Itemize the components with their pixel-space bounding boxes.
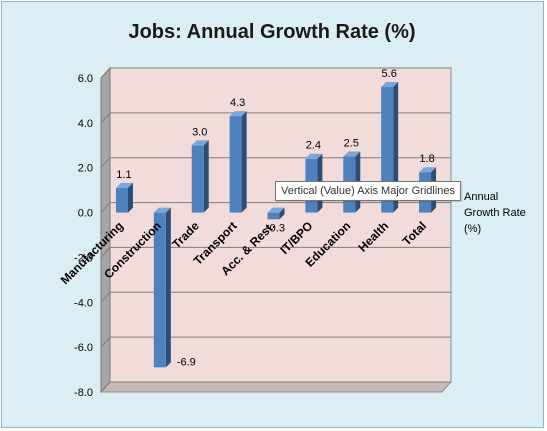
y-tick-label: -2.0 [74, 252, 93, 264]
gridline[interactable] [100, 67, 111, 79]
bar-top [343, 151, 361, 157]
data-label: 2.5 [344, 138, 359, 150]
gridline[interactable] [100, 157, 111, 169]
data-label: 3.0 [192, 126, 207, 138]
legend-label: Growth Rate [464, 207, 526, 219]
gridline[interactable] [100, 202, 111, 213]
bar-front [229, 116, 242, 213]
gridline[interactable] [100, 291, 111, 303]
bar[interactable] [153, 207, 171, 368]
bar[interactable] [229, 111, 247, 213]
plot-floor [99, 381, 453, 393]
y-tick-label: 4.0 [78, 118, 93, 130]
data-label: 1.1 [116, 169, 131, 181]
bar-top [267, 207, 285, 213]
data-label: 1.8 [419, 153, 434, 165]
bar-front [267, 212, 280, 220]
bar[interactable] [191, 140, 209, 213]
chart-title: Jobs: Annual Growth Rate (%) [128, 21, 415, 43]
bar-top [419, 167, 437, 173]
gridline[interactable] [100, 381, 111, 393]
bar-front [153, 212, 166, 368]
bar-top [305, 153, 323, 159]
bar-front [191, 145, 204, 213]
bar-top [229, 111, 247, 117]
gridlines-tooltip: Vertical (Value) Axis Major Gridlines [275, 181, 462, 201]
bar-side [127, 182, 133, 213]
gridline[interactable] [100, 247, 111, 258]
legend-label: (%) [464, 223, 481, 235]
y-tick-label: -4.0 [74, 297, 93, 309]
legend-label: Annual [464, 191, 498, 203]
bar-top [381, 81, 399, 87]
bar-top [153, 207, 171, 213]
data-label: 5.6 [382, 68, 397, 80]
data-label: -0.3 [266, 222, 285, 234]
bar-side [279, 207, 285, 220]
bar[interactable] [267, 207, 285, 220]
data-label: -6.9 [177, 356, 196, 368]
bar-top [191, 140, 209, 146]
y-tick-label: -6.0 [74, 342, 93, 354]
y-tick-label: 2.0 [78, 163, 93, 175]
y-tick-label: -8.0 [74, 387, 93, 399]
bar-front [115, 187, 128, 213]
legend[interactable]: Annual Growth Rate (%) [455, 191, 526, 235]
y-tick-label: 6.0 [78, 73, 93, 85]
data-label: 4.3 [230, 97, 245, 109]
bar-side [241, 111, 247, 213]
bar[interactable] [115, 182, 133, 213]
data-label: 2.4 [306, 140, 321, 152]
bar-side [165, 207, 171, 368]
bar-side [203, 140, 209, 213]
gridline[interactable] [100, 112, 111, 124]
bar-top [115, 182, 133, 188]
y-tick-label: 0.0 [78, 208, 93, 220]
gridline[interactable] [100, 336, 111, 348]
bar-side [393, 81, 399, 213]
